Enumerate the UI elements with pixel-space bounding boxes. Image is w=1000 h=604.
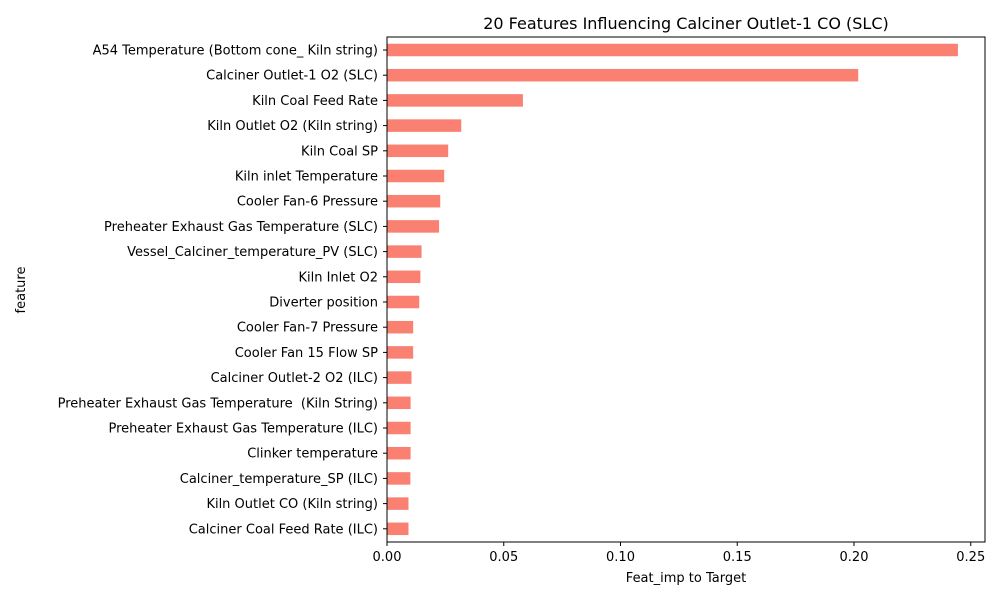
x-tick-label: 0.25 (956, 550, 985, 565)
x-tick-label: 0.20 (840, 550, 869, 565)
y-tick-label: Calciner Coal Feed Rate (ILC) (189, 522, 378, 537)
y-tick-label: Calciner Outlet-1 O2 (SLC) (206, 69, 378, 84)
bar (387, 169, 445, 183)
x-axis-label: Feat_imp to Target (626, 571, 746, 586)
y-tick-label: Diverter position (269, 296, 378, 311)
bar (387, 421, 411, 435)
bar (387, 119, 462, 132)
bar (387, 320, 414, 334)
y-tick-label: Kiln inlet Temperature (235, 170, 378, 185)
bar (387, 144, 449, 158)
y-tick-label: Cooler Fan-7 Pressure (237, 321, 378, 336)
y-tick-label: Calciner_temperature_SP (ILC) (180, 472, 378, 487)
y-tick-label: Cooler Fan-6 Pressure (237, 195, 378, 210)
y-tick-label: Cooler Fan 15 Flow SP (235, 346, 378, 361)
y-tick-label: Preheater Exhaust Gas Temperature (Kiln … (58, 396, 378, 411)
bar (387, 220, 440, 233)
y-tick-label: A54 Temperature (Bottom cone_ Kiln strin… (93, 44, 378, 59)
bar (387, 522, 409, 536)
y-tick-label: Kiln Outlet CO (Kiln string) (206, 497, 378, 512)
bar (387, 270, 421, 284)
plot-frame (386, 36, 986, 543)
y-tick-label: Preheater Exhaust Gas Temperature (SLC) (104, 220, 378, 235)
bar (387, 396, 411, 410)
bar (387, 371, 412, 384)
y-tick-label: Kiln Coal SP (301, 144, 378, 159)
bars-layer (387, 43, 958, 536)
bar (387, 194, 441, 208)
x-tick-layer: 0.00 0.05 0.10 0.15 0.20 0.25 (373, 542, 985, 565)
x-tick-label: 0.15 (723, 550, 752, 565)
x-tick-label: 0.10 (606, 550, 635, 565)
y-tick-label: Vessel_Calciner_temperature_PV (SLC) (127, 245, 378, 260)
y-tick-label: Calciner Outlet-2 O2 (ILC) (211, 371, 378, 386)
bar (387, 472, 411, 485)
y-tick-label: Kiln Outlet O2 (Kiln string) (207, 119, 378, 134)
x-tick-label: 0.05 (489, 550, 518, 565)
y-tick-layer: A54 Temperature (Bottom cone_ Kiln strin… (58, 44, 387, 537)
x-tick-label: 0.00 (373, 550, 402, 565)
bar (387, 68, 859, 82)
y-tick-label: Kiln Coal Feed Rate (252, 94, 378, 109)
y-tick-label: Kiln Inlet O2 (298, 270, 378, 285)
bar (387, 446, 411, 460)
y-axis-label: feature (14, 267, 29, 314)
chart-title: 20 Features Influencing Calciner Outlet-… (483, 14, 889, 33)
bar (387, 43, 958, 57)
bar (387, 245, 422, 258)
bar (387, 295, 420, 309)
bar (387, 497, 409, 510)
bar (387, 346, 414, 359)
bar (387, 94, 523, 107)
y-tick-label: Preheater Exhaust Gas Temperature (ILC) (108, 422, 378, 437)
y-tick-label: Clinker temperature (247, 447, 378, 462)
